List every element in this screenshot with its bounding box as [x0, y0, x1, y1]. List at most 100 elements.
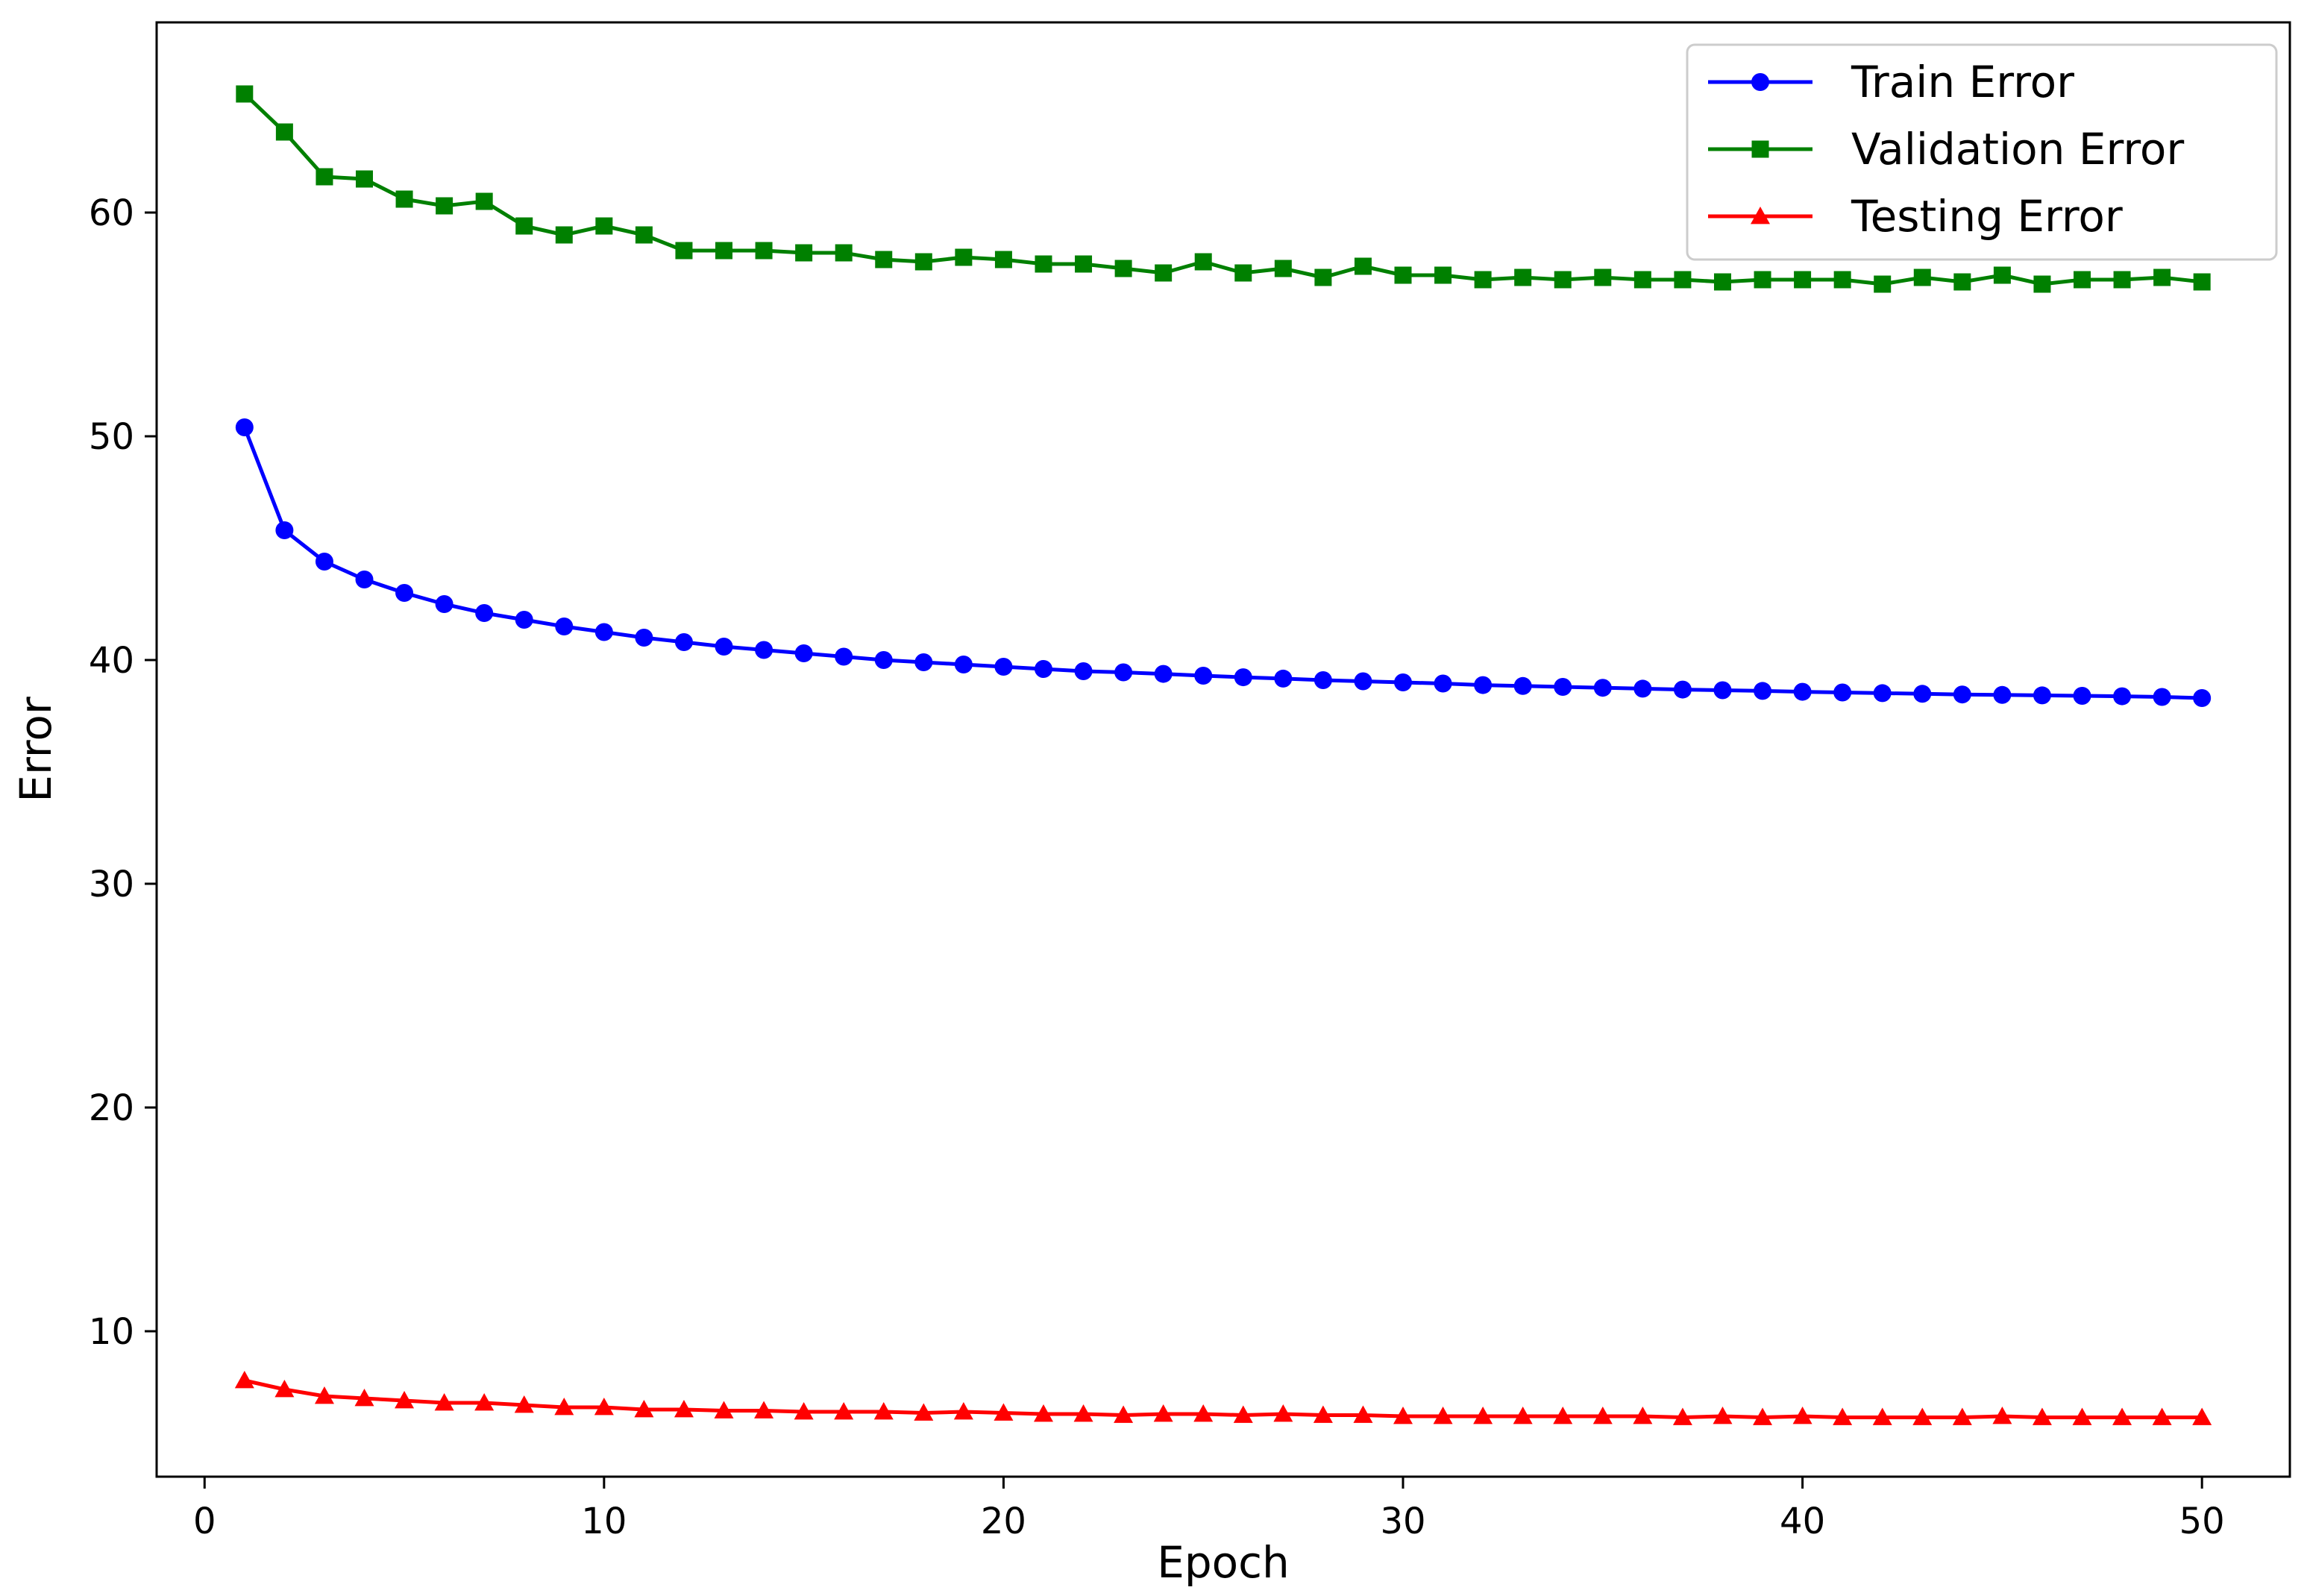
data-point: [2153, 688, 2171, 706]
data-point: [634, 1400, 654, 1418]
data-point: [1394, 266, 1412, 284]
legend-marker: [1751, 207, 1770, 224]
data-point: [1672, 1407, 1692, 1425]
data-point: [1353, 1405, 1373, 1423]
data-point: [1073, 1404, 1093, 1422]
data-point: [2152, 1407, 2172, 1425]
data-point: [1233, 1405, 1253, 1423]
series-validation-error: [236, 85, 2211, 293]
legend-marker: [1751, 140, 1769, 158]
data-point: [2073, 271, 2091, 289]
data-point: [2072, 1407, 2092, 1425]
y-tick-label: 40: [89, 640, 134, 682]
data-point: [1274, 260, 1292, 277]
data-point: [275, 521, 294, 539]
data-point: [2073, 687, 2091, 705]
data-point: [1313, 1405, 1333, 1423]
data-point: [1592, 1407, 1613, 1424]
data-point: [1513, 1407, 1533, 1424]
data-point: [794, 644, 813, 662]
data-point: [1554, 271, 1572, 289]
data-point: [1674, 271, 1692, 289]
data-point: [994, 251, 1012, 268]
data-point: [674, 1400, 694, 1418]
data-point: [1473, 1407, 1493, 1424]
data-point: [1594, 268, 1612, 286]
data-point: [795, 244, 813, 262]
data-point: [1154, 665, 1173, 683]
y-axis-title: Error: [10, 697, 61, 802]
series-train-error: [235, 418, 2212, 707]
data-point: [1833, 271, 1851, 289]
data-point: [2033, 686, 2051, 705]
data-point: [635, 226, 653, 244]
legend-label: Testing Error: [1851, 191, 2123, 242]
data-point: [436, 197, 453, 215]
legend-frame: [1686, 43, 2278, 261]
data-point: [914, 253, 932, 271]
data-point: [315, 553, 333, 571]
data-point: [554, 1398, 574, 1416]
data-point: [755, 242, 773, 260]
data-point: [1033, 1404, 1053, 1422]
data-point: [1952, 1407, 1972, 1425]
data-point: [235, 418, 254, 436]
data-point: [1394, 673, 1413, 691]
data-point: [1354, 672, 1372, 691]
legend: Train Error Validation Error Testing Error: [1686, 43, 2278, 261]
data-point: [1713, 681, 1732, 700]
y-tick-label: 60: [89, 192, 134, 234]
data-point: [236, 85, 254, 103]
data-point: [1474, 676, 1493, 694]
data-point: [1474, 271, 1492, 289]
x-tick-label: 10: [581, 1501, 627, 1542]
legend-label: Validation Error: [1851, 124, 2184, 175]
data-point: [1913, 685, 1932, 703]
data-point: [715, 242, 733, 260]
data-point: [395, 584, 414, 602]
data-point: [234, 1371, 254, 1389]
data-point: [1034, 660, 1052, 678]
data-point: [1234, 668, 1252, 687]
data-point: [1433, 1407, 1453, 1424]
data-point: [1833, 683, 1852, 702]
legend-item: Train Error: [1708, 57, 2074, 107]
y-tick-label: 30: [89, 864, 134, 905]
data-point: [1274, 669, 1293, 688]
plot-frame: [155, 21, 2291, 1478]
data-point: [595, 217, 613, 235]
data-point: [914, 1403, 934, 1421]
data-point: [594, 623, 613, 641]
data-point: [834, 1402, 854, 1420]
data-point: [2112, 1407, 2132, 1425]
data-point: [1273, 1404, 1293, 1422]
data-point: [1633, 1407, 1653, 1424]
data-point: [2193, 273, 2211, 291]
data-point: [314, 1386, 334, 1404]
x-tick-label: 30: [1380, 1501, 1425, 1542]
data-point: [1633, 271, 1651, 289]
data-point: [1153, 1404, 1173, 1422]
data-point: [1194, 667, 1213, 685]
legend-item: Validation Error: [1708, 124, 2184, 175]
data-point: [954, 656, 973, 673]
x-axis: 0 10 20 30 40 50: [193, 1477, 2225, 1542]
data-point: [395, 1391, 415, 1409]
data-point: [955, 248, 973, 266]
data-point: [1035, 255, 1052, 273]
data-point: [1553, 1407, 1573, 1424]
data-point: [1794, 271, 1812, 289]
data-point: [875, 251, 893, 268]
data-point: [835, 244, 853, 262]
data-point: [1874, 275, 1892, 293]
data-point: [355, 571, 374, 588]
series-line: [242, 427, 2203, 700]
data-point: [1354, 257, 1372, 275]
data-point: [635, 629, 653, 647]
y-axis: 10 20 30 40 50 60: [89, 192, 157, 1353]
y-tick-label: 20: [89, 1087, 134, 1129]
y-tick-label: 10: [89, 1311, 134, 1353]
x-tick-label: 0: [193, 1501, 216, 1542]
data-point: [1554, 678, 1572, 696]
data-point: [474, 1393, 495, 1411]
